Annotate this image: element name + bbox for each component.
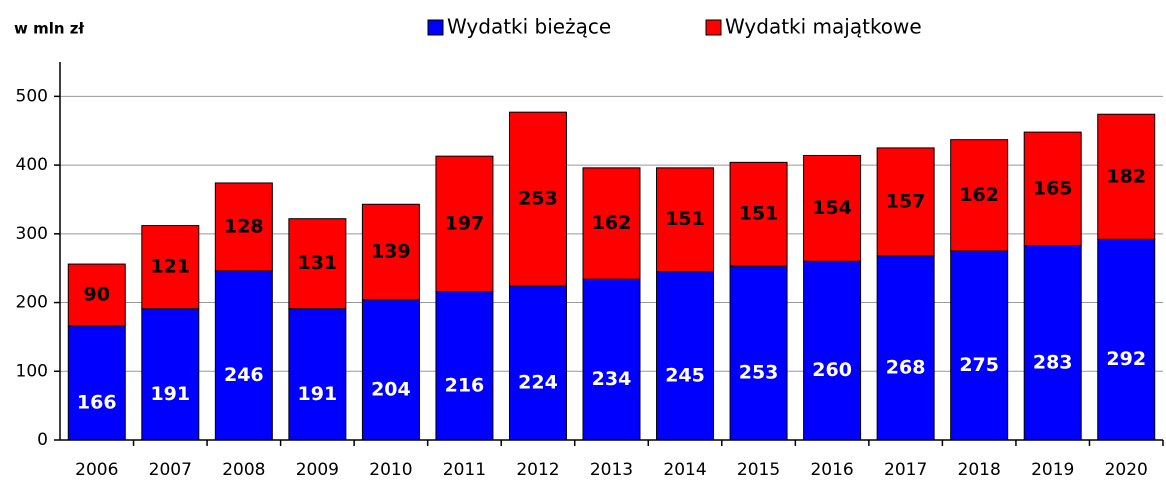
x-tick-label: 2011: [443, 460, 486, 480]
data-label: 283: [1033, 351, 1073, 373]
x-tick-label: 2020: [1105, 460, 1148, 480]
bar: [361, 203, 420, 301]
data-label: 275: [959, 354, 999, 376]
data-label: 128: [224, 215, 264, 237]
data-label: 157: [886, 190, 926, 212]
bar: [582, 167, 641, 280]
data-label: 131: [298, 252, 338, 274]
y-axis-label: w mln zł: [14, 20, 84, 38]
x-tick-label: 2006: [75, 460, 118, 480]
data-label: 246: [224, 364, 264, 386]
data-label: 292: [1106, 348, 1146, 370]
data-label: 162: [592, 212, 632, 234]
bar: [67, 263, 126, 327]
data-label: 253: [739, 362, 779, 384]
bar: [803, 154, 862, 262]
data-label: 234: [592, 368, 632, 390]
bar: [141, 225, 200, 310]
bar: [656, 271, 715, 441]
data-label: 166: [77, 391, 117, 413]
bar: [288, 308, 347, 441]
bar: [1023, 131, 1082, 247]
x-tick-label: 2010: [369, 460, 412, 480]
y-tick-label: 300: [16, 224, 48, 244]
data-label: 268: [886, 356, 926, 378]
data-label: 165: [1033, 177, 1073, 199]
bar: [435, 155, 494, 293]
data-label: 253: [518, 188, 558, 210]
x-tick-label: 2018: [958, 460, 1001, 480]
bar: [214, 182, 273, 272]
data-label: 139: [371, 241, 411, 263]
data-label: 154: [812, 197, 852, 219]
y-tick-label: 200: [16, 293, 48, 313]
legend-label: Wydatki bieżące: [447, 15, 611, 39]
data-label: 90: [84, 283, 110, 305]
x-tick-label: 2013: [590, 460, 633, 480]
bar: [508, 285, 567, 441]
y-tick-label: 400: [16, 155, 48, 175]
data-label: 191: [298, 383, 338, 405]
data-label: 151: [665, 208, 705, 230]
data-label: 162: [959, 184, 999, 206]
bar: [1023, 245, 1082, 441]
bar: [214, 270, 273, 441]
y-tick-label: 500: [16, 86, 48, 106]
bar: [803, 260, 862, 441]
data-label: 204: [371, 378, 411, 400]
x-tick-label: 2009: [296, 460, 339, 480]
data-label: 182: [1106, 165, 1146, 187]
bar: [141, 308, 200, 441]
bar: [950, 139, 1009, 252]
legend-swatch: [705, 19, 722, 36]
bar: [67, 325, 126, 441]
bar: [508, 111, 567, 287]
bar: [729, 161, 788, 267]
legend-label: Wydatki majątkowe: [725, 15, 922, 39]
data-label: 197: [445, 212, 485, 234]
bar: [950, 250, 1009, 441]
x-tick-label: 2012: [516, 460, 559, 480]
data-label: 191: [150, 383, 190, 405]
x-tick-label: 2007: [149, 460, 192, 480]
bar: [656, 167, 715, 273]
bar: [435, 291, 494, 441]
bar: [876, 255, 935, 441]
x-tick-label: 2014: [663, 460, 706, 480]
bar: [1097, 238, 1156, 441]
data-label: 224: [518, 372, 558, 394]
data-label: 121: [150, 256, 190, 278]
bar: [288, 218, 347, 310]
x-tick-label: 2017: [884, 460, 927, 480]
bar: [729, 265, 788, 441]
data-label: 260: [812, 359, 852, 381]
data-label: 245: [665, 364, 705, 386]
bar: [1097, 113, 1156, 240]
bar: [582, 278, 641, 441]
x-tick-label: 2015: [737, 460, 780, 480]
data-label: 151: [739, 203, 779, 225]
x-tick-label: 2016: [810, 460, 853, 480]
data-label: 216: [445, 374, 485, 396]
x-tick-label: 2019: [1031, 460, 1074, 480]
y-tick-label: 0: [37, 430, 48, 450]
legend-swatch: [427, 19, 444, 36]
x-tick-label: 2008: [222, 460, 265, 480]
y-tick-label: 100: [16, 361, 48, 381]
bar: [361, 299, 420, 441]
bar: [876, 147, 935, 257]
